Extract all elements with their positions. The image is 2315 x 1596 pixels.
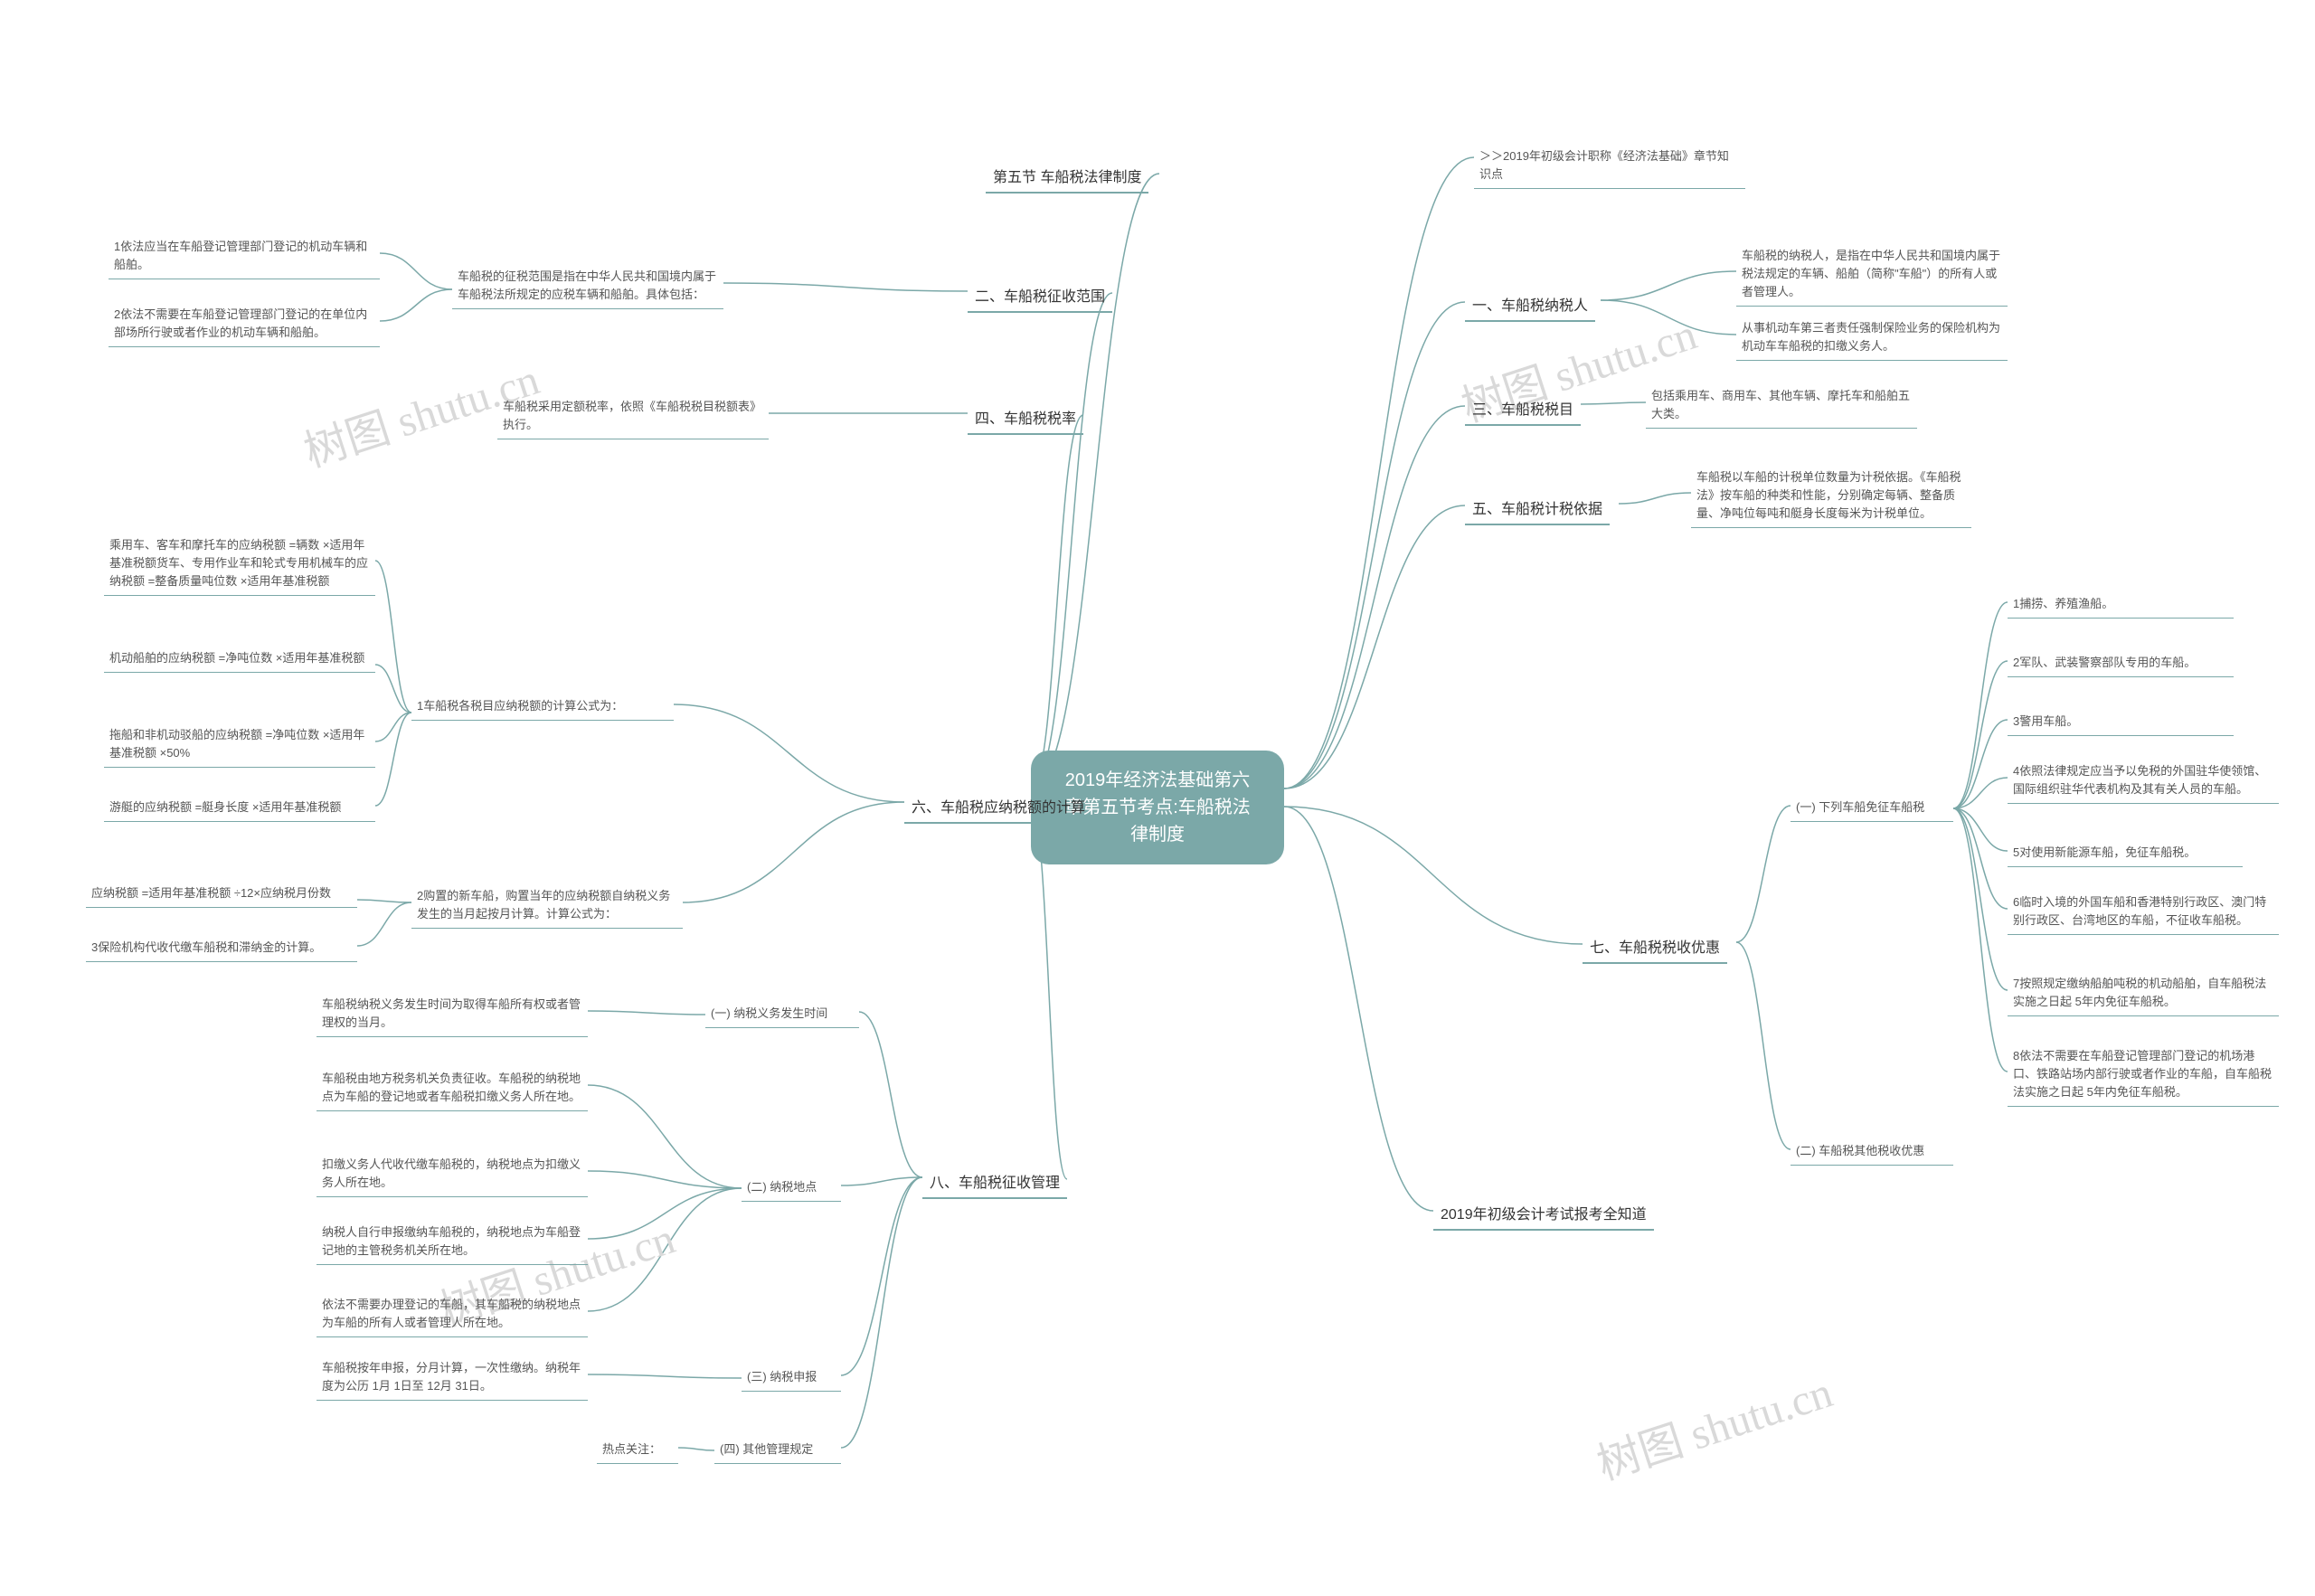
watermark: 树图 shutu.cn [1588,1356,1839,1492]
branch-node: 二、车船税征收范围 [968,280,1112,313]
leaf-node: 车船税按年申报，分月计算，一次性缴纳。纳税年度为公历 1月 1日至 12月 31… [317,1356,588,1401]
leaf-node: (四) 其他管理规定 [714,1438,841,1464]
leaf-node: (二) 车船税其他税收优惠 [1791,1139,1953,1166]
leaf-node: 车船税以车船的计税单位数量为计税依据。《车船税法》按车船的种类和性能，分别确定每… [1691,466,1971,528]
leaf-node: 包括乘用车、商用车、其他车辆、摩托车和船舶五大类。 [1646,384,1917,429]
leaf-node: 7按照规定缴纳船舶吨税的机动船舶，自车船税法实施之日起 5年内免征车船税。 [2008,972,2279,1016]
leaf-node: 4依照法律规定应当予以免税的外国驻华使领馆、国际组织驻华代表机构及其有关人员的车… [2008,760,2279,804]
leaf-node: 车船税的纳税人，是指在中华人民共和国境内属于税法规定的车辆、船舶（简称"车船"）… [1736,244,2008,307]
leaf-node: 纳税人自行申报缴纳车船税的，纳税地点为车船登记地的主管税务机关所在地。 [317,1221,588,1265]
leaf-node: ＞＞2019年初级会计职称《经济法基础》章节知识点 [1474,145,1745,189]
branch-node: 一、车船税纳税人 [1465,289,1595,322]
leaf-node: 6临时入境的外国车船和香港特别行政区、澳门特别行政区、台湾地区的车船，不征收车船… [2008,891,2279,935]
branch-node: 四、车船税税率 [968,402,1083,435]
leaf-node: 热点关注： [597,1438,678,1464]
branch-node: 五、车船税计税依据 [1465,493,1610,525]
branch-node: 六、车船税应纳税额的计算 [904,791,1092,824]
leaf-node: 从事机动车第三者责任强制保险业务的保险机构为机动车车船税的扣缴义务人。 [1736,316,2008,361]
leaf-node: 2军队、武装警察部队专用的车船。 [2008,651,2234,677]
leaf-node: 3保险机构代收代缴车船税和滞纳金的计算。 [86,936,357,962]
leaf-node: 车船税纳税义务发生时间为取得车船所有权或者管理权的当月。 [317,993,588,1037]
center-label: 2019年经济法基础第六章第五节考点:车船税法律制度 [1064,770,1251,845]
leaf-node: 依法不需要办理登记的车船，其车船税的纳税地点为车船的所有人或者管理人所在地。 [317,1293,588,1337]
leaf-node: (二) 纳税地点 [742,1176,841,1202]
leaf-node: 车船税的征税范围是指在中华人民共和国境内属于车船税法所规定的应税车辆和船舶。具体… [452,265,723,309]
leaf-node: 1捕捞、养殖渔船。 [2008,592,2234,619]
leaf-node: 扣缴义务人代收代缴车船税的，纳税地点为扣缴义务人所在地。 [317,1153,588,1197]
leaf-node: 车船税由地方税务机关负责征收。车船税的纳税地点为车船的登记地或者车船税扣缴义务人… [317,1067,588,1111]
leaf-node: 乘用车、客车和摩托车的应纳税额 =辆数 ×适用年基准税额货车、专用作业车和轮式专… [104,534,375,596]
leaf-node: 8依法不需要在车船登记管理部门登记的机场港口、铁路站场内部行驶或者作业的车船，自… [2008,1044,2279,1107]
leaf-node: 拖船和非机动驳船的应纳税额 =净吨位数 ×适用年基准税额 ×50% [104,723,375,768]
branch-node: 第五节 车船税法律制度 [986,161,1148,194]
leaf-node: 2购置的新车船，购置当年的应纳税额自纳税义务发生的当月起按月计算。计算公式为： [411,884,683,929]
leaf-node: 2依法不需要在车船登记管理部门登记的在单位内部场所行驶或者作业的机动车辆和船舶。 [109,303,380,347]
leaf-node: 应纳税额 =适用年基准税额 ÷12×应纳税月份数 [86,882,357,908]
branch-node: 2019年初级会计考试报考全知道 [1433,1198,1654,1231]
leaf-node: 机动船舶的应纳税额 =净吨位数 ×适用年基准税额 [104,647,375,673]
leaf-node: (一) 下列车船免征车船税 [1791,796,1953,822]
branch-node: 三、车船税税目 [1465,393,1581,426]
leaf-node: (一) 纳税义务发生时间 [705,1002,859,1028]
branch-node: 七、车船税税收优惠 [1583,931,1727,964]
branch-node: 八、车船税征收管理 [922,1166,1067,1199]
leaf-node: 1依法应当在车船登记管理部门登记的机动车辆和船舶。 [109,235,380,279]
leaf-node: 3警用车船。 [2008,710,2234,736]
leaf-node: (三) 纳税申报 [742,1365,841,1392]
leaf-node: 5对使用新能源车船，免征车船税。 [2008,841,2243,867]
leaf-node: 1车船税各税目应纳税额的计算公式为： [411,694,674,721]
leaf-node: 车船税采用定额税率，依照《车船税税目税额表》执行。 [497,395,769,439]
leaf-node: 游艇的应纳税额 =艇身长度 ×适用年基准税额 [104,796,375,822]
